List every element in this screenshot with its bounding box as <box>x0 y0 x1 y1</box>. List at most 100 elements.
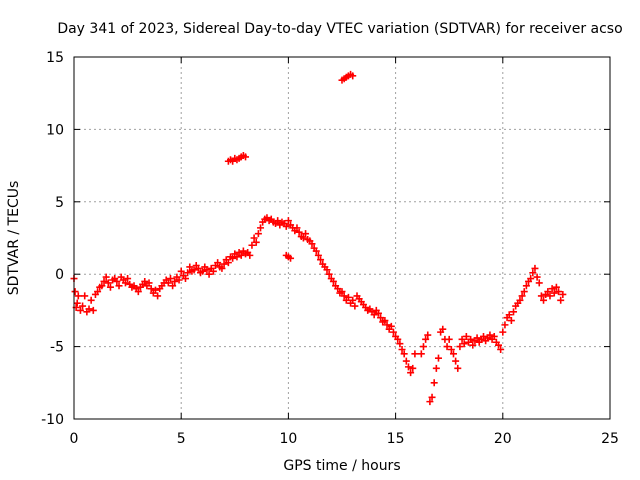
x-tick-label: 20 <box>494 431 512 447</box>
data-point <box>398 345 406 353</box>
data-point <box>205 270 213 278</box>
data-point <box>407 369 415 377</box>
x-axis-title: GPS time / hours <box>283 458 400 474</box>
data-point <box>145 279 153 287</box>
data-point <box>394 335 402 343</box>
data-point <box>520 288 528 296</box>
data-point <box>501 321 509 329</box>
data-point <box>106 283 114 291</box>
data-point <box>166 275 174 283</box>
data-point <box>312 247 320 255</box>
data-point <box>282 222 290 230</box>
data-point <box>445 335 453 343</box>
y-axis-title: SDTVAR / TECUs <box>6 181 22 296</box>
data-point <box>329 277 337 285</box>
data-point <box>469 341 477 349</box>
data-point <box>334 285 342 293</box>
data-point <box>449 350 457 358</box>
data-point <box>94 288 102 296</box>
data-point <box>299 234 307 242</box>
data-point <box>546 292 554 300</box>
data-point <box>473 334 481 342</box>
data-point <box>495 341 503 349</box>
x-tick-label: 25 <box>601 431 619 447</box>
data-point <box>340 292 348 300</box>
data-point <box>284 217 292 225</box>
data-point <box>443 343 451 351</box>
data-point <box>426 398 434 406</box>
data-point <box>417 350 425 358</box>
data-point <box>314 251 322 259</box>
data-point <box>186 263 194 271</box>
data-point <box>480 332 488 340</box>
data-point <box>452 357 460 365</box>
data-point <box>220 260 228 268</box>
data-point <box>456 343 464 351</box>
label-layer: 0 5 10 15 20 25 -10 -5 0 5 10 15 <box>41 50 619 447</box>
data-point <box>98 282 106 290</box>
data-point <box>325 270 333 278</box>
data-point <box>76 306 84 314</box>
data-point <box>550 289 558 297</box>
data-point <box>548 285 556 293</box>
data-point <box>181 275 189 283</box>
data-point <box>224 259 232 267</box>
data-point <box>527 275 535 283</box>
y-tick-label: 10 <box>46 122 64 138</box>
data-point <box>424 331 432 339</box>
data-point <box>349 72 357 80</box>
data-point <box>535 279 543 287</box>
data-point <box>434 354 442 362</box>
data-point <box>409 364 417 372</box>
data-point <box>402 357 410 365</box>
data-point <box>499 328 507 336</box>
data-point <box>404 363 412 371</box>
data-point <box>184 269 192 277</box>
data-point <box>516 296 524 304</box>
data-point <box>447 345 455 353</box>
y-tick-label: 0 <box>55 267 64 283</box>
tick-layer <box>73 56 611 420</box>
x-tick-label: 10 <box>279 431 297 447</box>
data-point <box>338 288 346 296</box>
x-tick-label: 15 <box>387 431 405 447</box>
data-point <box>254 230 262 238</box>
data-point <box>430 379 438 387</box>
data-point <box>233 253 241 261</box>
data-point <box>121 279 129 287</box>
data-point <box>540 296 548 304</box>
data-point <box>389 328 397 336</box>
data-point <box>250 234 258 242</box>
data-point <box>252 238 260 246</box>
data-point <box>460 340 468 348</box>
data-point <box>552 283 560 291</box>
data-point <box>274 217 282 225</box>
y-tick-label: -10 <box>41 412 64 428</box>
data-point <box>383 321 391 329</box>
data-point <box>237 251 245 259</box>
data-point <box>147 285 155 293</box>
data-point <box>164 279 172 287</box>
data-point <box>141 277 149 285</box>
y-tick-label: -5 <box>50 340 64 356</box>
data-point <box>257 224 265 232</box>
chart-title: Day 341 of 2023, Sidereal Day-to-day VTE… <box>57 21 622 37</box>
data-point <box>537 292 545 300</box>
data-point <box>555 288 563 296</box>
data-point <box>411 350 419 358</box>
data-layer <box>70 70 567 406</box>
data-point <box>432 364 440 372</box>
data-point <box>419 343 427 351</box>
data-point <box>73 299 81 307</box>
data-point <box>377 314 385 322</box>
data-point <box>374 309 382 317</box>
data-point <box>439 325 447 333</box>
data-point <box>190 266 198 274</box>
data-point <box>71 288 79 296</box>
data-point <box>529 269 537 277</box>
data-point <box>462 332 470 340</box>
data-point <box>102 273 110 281</box>
data-point <box>85 305 93 313</box>
data-point <box>349 296 357 304</box>
